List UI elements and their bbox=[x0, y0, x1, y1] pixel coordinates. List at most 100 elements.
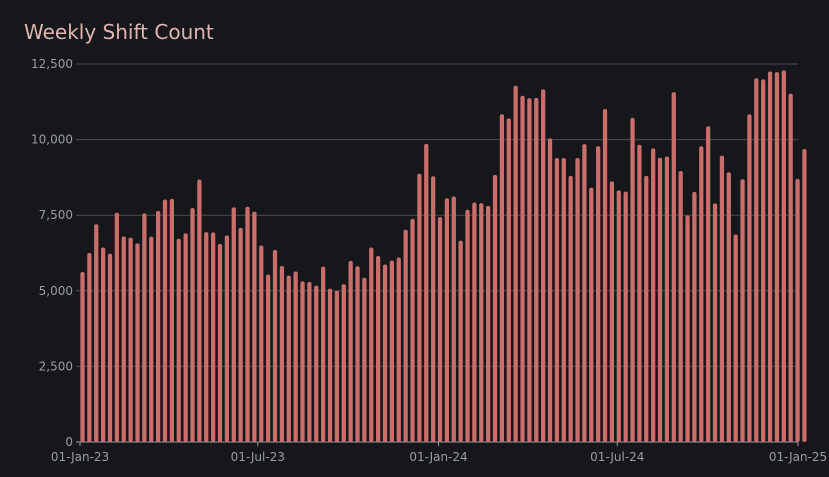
bar bbox=[403, 229, 408, 442]
bar bbox=[520, 95, 525, 442]
bar bbox=[107, 253, 113, 442]
bar bbox=[266, 274, 271, 442]
bar bbox=[396, 257, 401, 442]
bar bbox=[94, 224, 99, 442]
bar bbox=[279, 266, 285, 442]
bar bbox=[162, 199, 168, 442]
bar bbox=[211, 232, 216, 442]
bar bbox=[492, 174, 498, 442]
y-tick-label: 2,500 bbox=[39, 359, 73, 373]
bar bbox=[747, 114, 752, 443]
bar bbox=[362, 277, 367, 442]
bar bbox=[114, 212, 120, 442]
bar bbox=[513, 85, 518, 442]
bar bbox=[204, 232, 209, 442]
bar bbox=[190, 207, 195, 442]
bar bbox=[80, 272, 85, 442]
bar bbox=[272, 249, 278, 442]
bar bbox=[382, 264, 388, 442]
bar bbox=[100, 247, 106, 442]
bar bbox=[719, 155, 725, 442]
bar bbox=[671, 92, 676, 442]
bar bbox=[286, 275, 291, 442]
bar bbox=[128, 237, 133, 442]
bar bbox=[706, 126, 711, 442]
bar bbox=[499, 114, 505, 443]
chart-title: Weekly Shift Count bbox=[24, 20, 214, 44]
bar bbox=[699, 146, 704, 442]
y-tick-label: 12,500 bbox=[31, 57, 73, 71]
bar bbox=[761, 79, 766, 443]
bar bbox=[589, 187, 594, 442]
bar bbox=[541, 89, 546, 442]
y-tick-label: 7,500 bbox=[39, 208, 73, 222]
x-axis-ticks: 01-Jan-23 01-Jul-23 01-Jan-24 01-Jul-24 01-J… bbox=[51, 442, 827, 464]
bar bbox=[609, 181, 615, 442]
x-tick-label: 01-Jan-24 bbox=[409, 450, 467, 464]
bar bbox=[87, 253, 92, 442]
bars bbox=[80, 70, 807, 443]
bar bbox=[479, 203, 484, 442]
bar bbox=[678, 171, 683, 442]
bar bbox=[376, 256, 381, 442]
bar bbox=[534, 97, 539, 442]
bar bbox=[224, 235, 230, 442]
bar bbox=[458, 240, 463, 442]
bar bbox=[602, 109, 608, 442]
bar bbox=[259, 245, 264, 442]
bar bbox=[369, 247, 374, 442]
y-tick-label: 10,000 bbox=[31, 133, 73, 147]
bar bbox=[692, 191, 697, 442]
bar bbox=[410, 218, 415, 442]
bar bbox=[788, 93, 793, 443]
x-tick-label: 01-Jan-25 bbox=[769, 450, 827, 464]
bar bbox=[651, 148, 656, 442]
bar bbox=[712, 203, 718, 442]
bar bbox=[431, 176, 436, 442]
x-tick-label: 01-Jul-23 bbox=[231, 450, 285, 464]
bar bbox=[637, 144, 642, 443]
bar bbox=[334, 290, 340, 442]
bar bbox=[685, 215, 690, 442]
y-tick-label: 5,000 bbox=[39, 284, 73, 298]
y-axis-ticks: 0 2,500 5,000 7,500 10,000 12,500 bbox=[31, 57, 73, 449]
bar bbox=[307, 282, 312, 442]
bar bbox=[341, 284, 346, 442]
bar bbox=[568, 175, 573, 442]
bar bbox=[121, 236, 126, 442]
bar bbox=[183, 233, 188, 442]
bar bbox=[238, 227, 243, 442]
bar bbox=[547, 138, 553, 443]
bar bbox=[582, 144, 587, 443]
bar bbox=[664, 156, 670, 442]
bar bbox=[795, 178, 800, 443]
bar bbox=[245, 206, 250, 442]
bar bbox=[389, 260, 395, 442]
bar bbox=[142, 213, 147, 442]
bar bbox=[630, 117, 635, 442]
bar bbox=[465, 209, 470, 442]
y-tick-label: 0 bbox=[65, 435, 73, 449]
bar bbox=[314, 285, 319, 442]
bar bbox=[657, 157, 663, 442]
bar bbox=[554, 158, 560, 443]
bar bbox=[217, 243, 223, 442]
bar bbox=[726, 172, 731, 442]
bar bbox=[300, 281, 305, 442]
bar bbox=[417, 173, 422, 443]
bar bbox=[802, 148, 807, 442]
bar bbox=[754, 78, 759, 442]
bar bbox=[486, 205, 491, 442]
bar bbox=[424, 143, 429, 442]
bar bbox=[135, 243, 140, 442]
bar bbox=[252, 211, 257, 442]
bar bbox=[355, 266, 360, 442]
bar bbox=[733, 234, 738, 442]
bar bbox=[616, 190, 621, 442]
bar bbox=[561, 158, 566, 443]
bar bbox=[527, 98, 532, 442]
bar bbox=[781, 70, 786, 442]
bar bbox=[327, 288, 333, 442]
bar bbox=[623, 191, 628, 442]
